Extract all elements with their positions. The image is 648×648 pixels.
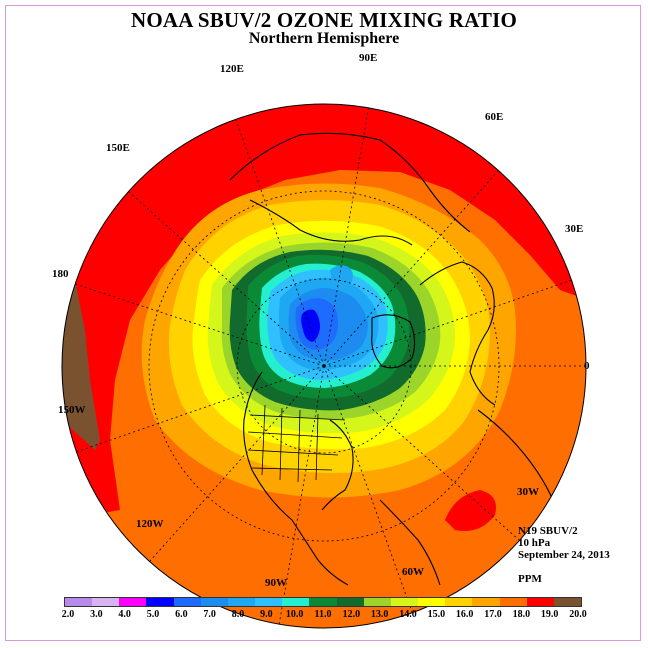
colorbar-tick-label: 19.0	[540, 609, 559, 620]
colorbar-segment	[173, 598, 201, 606]
colorbar-tick-label: 13.0	[370, 609, 389, 620]
colorbar-tick-label: 2.0	[61, 609, 75, 620]
colorbar-segment	[472, 598, 500, 606]
lon-label-60w: 60W	[402, 566, 424, 578]
meridian-120e	[235, 119, 325, 367]
colorbar-segment	[499, 598, 527, 606]
colorbar-segment	[363, 598, 391, 606]
coastline-greenland	[371, 314, 416, 369]
colorbar-segment	[445, 598, 473, 606]
colorbar-tick-label: 10.0	[285, 609, 304, 620]
colorbar-tick-label: 12.0	[342, 609, 361, 620]
colorbar-tick-label: 14.0	[399, 609, 417, 620]
lon-label-30w: 30W	[517, 486, 539, 498]
colorbar-segment	[227, 598, 256, 606]
colorbar-tick-label: 11.0	[314, 609, 332, 620]
lon-label-0: 0	[584, 360, 590, 372]
meridian-120w	[149, 365, 325, 562]
colorbar-segment	[418, 598, 446, 606]
colorbar-segment	[282, 598, 310, 606]
subtitle: Northern Hemisphere	[248, 30, 400, 47]
lon-label-120w: 120W	[136, 518, 164, 530]
coastlines	[229, 132, 556, 586]
lon-label-60e: 60E	[485, 111, 504, 123]
coastline-south-america	[379, 499, 441, 586]
colorbar-tick-label: 20.0	[569, 609, 587, 620]
colorbar-tick-label: 16.0	[455, 609, 474, 620]
coastline-east-north-america	[321, 419, 354, 511]
colorbar-segment	[336, 598, 364, 606]
lon-label-150e: 150E	[106, 142, 130, 154]
coastline-north-america	[243, 371, 349, 586]
instrument-label: N19 SBUV/2	[518, 525, 578, 537]
colorbar-segment	[390, 598, 419, 606]
colorbar	[64, 597, 582, 607]
meridian-150e	[128, 191, 325, 367]
meridian-90w	[278, 365, 325, 626]
coastline-africa	[477, 409, 556, 506]
band-5	[301, 309, 320, 342]
meridian-90e	[323, 104, 370, 367]
lon-label-150w: 150W	[58, 404, 86, 416]
meridian-60w	[323, 365, 413, 613]
coastline-europe	[419, 261, 496, 406]
band-19-ring	[62, 104, 586, 520]
coastline-asia	[229, 132, 471, 233]
band-19-lower-patch	[445, 490, 496, 531]
lon-label-90w: 90W	[265, 577, 287, 589]
colorbar-tick-label: 6.0	[175, 609, 188, 620]
colorbar-segment	[92, 598, 120, 606]
meridian-30e	[323, 279, 573, 367]
coastline-asia-inner	[249, 199, 413, 246]
colorbar-segment	[309, 598, 337, 606]
colorbar-tick-label: 15.0	[427, 609, 446, 620]
graticule	[62, 104, 585, 626]
meridian-180	[62, 279, 325, 367]
colorbar-segment	[146, 598, 174, 606]
colorbar-tick-label: 8.0	[231, 609, 245, 620]
meridian-150w	[75, 365, 325, 453]
main-title: NOAA SBUV/2 OZONE MIXING RATIO	[131, 8, 517, 32]
units-label: PPM	[518, 573, 542, 585]
figure-frame	[5, 5, 641, 641]
band-20-edge	[62, 280, 100, 450]
colorbar-tick-label: 9.0	[260, 609, 273, 620]
colorbar-tick-label: 4.0	[118, 609, 131, 620]
lon-label-90e: 90E	[359, 52, 378, 64]
colorbar-tick-label: 5.0	[146, 609, 160, 620]
lon-label-120e: 120E	[220, 63, 244, 75]
colorbar-segment	[553, 598, 581, 606]
band-8-secondary	[330, 265, 353, 286]
map-boundary	[61, 103, 587, 629]
colorbar-segment	[119, 598, 147, 606]
colorbar-tick-label: 17.0	[484, 609, 502, 620]
date-label: September 24, 2013	[518, 549, 610, 561]
colorbar-tick-label: 7.0	[203, 609, 216, 620]
lon-label-180: 180	[52, 268, 69, 280]
meridian-30w	[323, 365, 520, 541]
colorbar-segment	[200, 598, 228, 606]
meridian-60e	[323, 170, 499, 367]
pressure-level-label: 10 hPa	[518, 537, 551, 549]
colorbar-tick-label: 3.0	[90, 609, 103, 620]
lon-label-30e: 30E	[565, 223, 584, 235]
us-state-grid	[247, 404, 346, 483]
colorbar-segment	[526, 598, 554, 606]
colorbar-tick-label: 18.0	[512, 609, 531, 620]
colorbar-segment	[65, 598, 93, 606]
colorbar-segment	[255, 598, 283, 606]
